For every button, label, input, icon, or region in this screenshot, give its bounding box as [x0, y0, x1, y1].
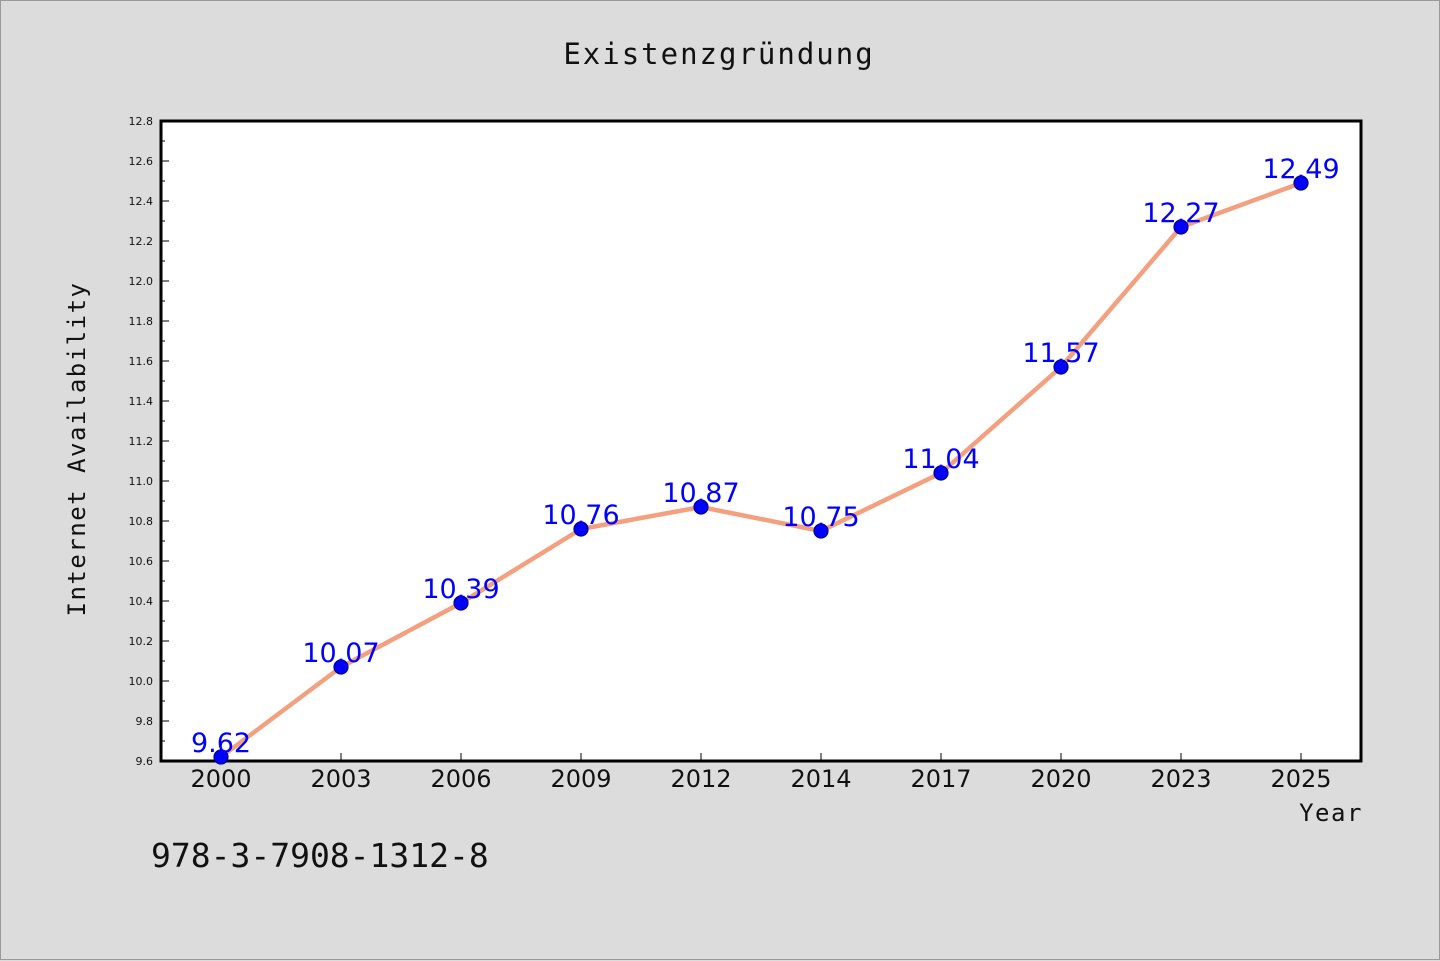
y-tick-label: 12.6 [129, 155, 154, 168]
y-axis-label: Internet Availability [63, 282, 91, 617]
y-tick-label: 11.4 [129, 395, 154, 408]
data-point-marker [693, 499, 709, 515]
x-tick-label: 2006 [430, 765, 491, 793]
data-label: 10.76 [542, 500, 619, 531]
data-point-marker [453, 595, 469, 611]
data-point-marker [1173, 219, 1189, 235]
data-labels-group: 9.62 10.07 10.39 10.76 10.87 10.75 11.04 11.57 1… [191, 154, 1340, 759]
y-tick-label: 11.8 [129, 315, 154, 328]
y-tick-label: 10.6 [129, 555, 154, 568]
x-tick-label: 2023 [1150, 765, 1211, 793]
x-axis-label: Year [1299, 799, 1363, 827]
data-label: 12.27 [1142, 198, 1219, 229]
x-tick-label: 2014 [790, 765, 851, 793]
data-label: 12.49 [1262, 154, 1339, 185]
y-tick-label: 10.4 [129, 595, 154, 608]
y-tick-label: 11.6 [129, 355, 154, 368]
y-axis: 9.6 9.8 10.0 10.2 10.4 10.6 10.8 11.0 11.2 11.4 11… [129, 115, 169, 768]
data-point-marker [333, 659, 349, 675]
y-tick-label: 12.0 [129, 275, 154, 288]
data-point-marker [1053, 359, 1069, 375]
data-point-marker [573, 521, 589, 537]
y-tick-label: 11.2 [129, 435, 154, 448]
y-tick-label: 12.2 [129, 235, 154, 248]
x-tick-label: 2012 [670, 765, 731, 793]
data-point-marker [1293, 175, 1309, 191]
data-label: 10.39 [422, 574, 499, 605]
y-tick-label: 10.2 [129, 635, 154, 648]
series-markers-group [213, 175, 1309, 765]
data-label: 11.04 [902, 444, 979, 475]
x-tick-label: 2003 [310, 765, 371, 793]
y-tick-label: 9.8 [136, 715, 154, 728]
data-label: 9.62 [191, 728, 251, 759]
data-label: 10.07 [302, 638, 379, 669]
x-tick-label: 2009 [550, 765, 611, 793]
y-tick-label: 10.0 [129, 675, 154, 688]
x-tick-label: 2000 [190, 765, 251, 793]
y-tick-label: 12.8 [129, 115, 154, 128]
series-line-group [218, 180, 1304, 760]
series-line [218, 180, 1304, 760]
isbn-footnote: 978-3-7908-1312-8 [151, 836, 489, 875]
data-label: 11.57 [1022, 338, 1099, 369]
chart-title: Existenzgründung [563, 37, 874, 71]
y-tick-label: 10.8 [129, 515, 154, 528]
data-label: 10.75 [782, 502, 859, 533]
data-point-marker [813, 523, 829, 539]
data-point-marker [933, 465, 949, 481]
x-tick-label: 2020 [1030, 765, 1091, 793]
y-tick-label: 12.4 [129, 195, 154, 208]
x-axis: 2000 2003 2006 2009 2012 2014 2017 2020 2023 2025 [190, 753, 1332, 793]
x-tick-label: 2017 [910, 765, 971, 793]
x-tick-label: 2025 [1270, 765, 1331, 793]
data-point-marker [213, 749, 229, 765]
data-label: 10.87 [662, 478, 739, 509]
y-tick-label: 11.0 [129, 475, 154, 488]
y-tick-label: 9.6 [136, 755, 154, 768]
